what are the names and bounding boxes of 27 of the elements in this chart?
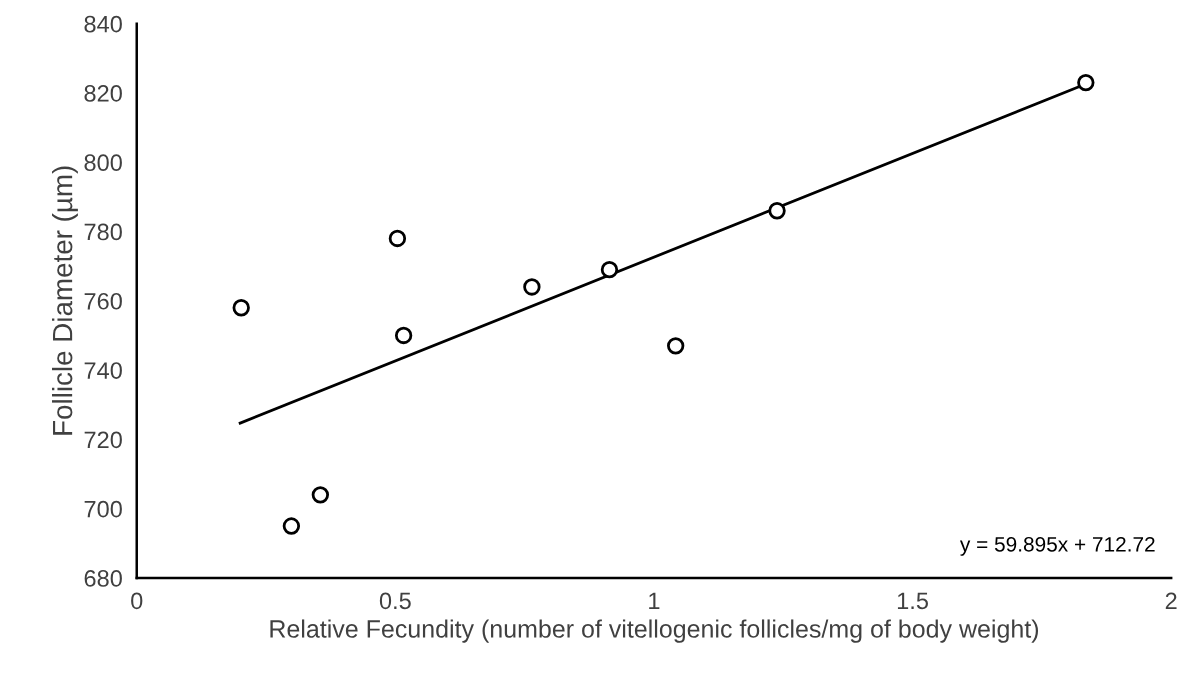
point (667, 337, 685, 355)
point (282, 517, 301, 535)
x-tick-label: 2 (1165, 592, 1177, 609)
y-tick-label: 680 (84, 570, 122, 587)
point (232, 299, 250, 317)
x-tick-label: 1 (649, 592, 660, 609)
y-tick-label: 800 (84, 154, 122, 172)
x-tick-label: 1.5 (897, 592, 928, 610)
y-tick-label: 840 (84, 15, 122, 33)
point (600, 260, 619, 279)
y-tick-label: 740 (84, 362, 122, 379)
y-axis-title: Follicle Diameter (µm) (52, 166, 78, 435)
x-axis-title: Relative Fecundity (number of vitellogenic follicles/mg of body weight) (270, 619, 1039, 643)
point (1077, 73, 1095, 92)
y-tick-label: 700 (84, 500, 122, 518)
y-tick-label: 720 (84, 431, 122, 449)
y-tick-label: 820 (84, 85, 122, 102)
x-tick-label: 0 (131, 592, 143, 610)
point (768, 202, 786, 220)
point (388, 229, 407, 248)
x-tick-label: 0.5 (379, 592, 411, 610)
point (311, 486, 330, 504)
y-tick-label: 760 (84, 292, 122, 310)
point (523, 278, 541, 296)
annotation: y = 59.895x + 712.72 (959, 536, 1155, 556)
point (394, 326, 413, 345)
y-tick-label: 780 (84, 223, 122, 241)
